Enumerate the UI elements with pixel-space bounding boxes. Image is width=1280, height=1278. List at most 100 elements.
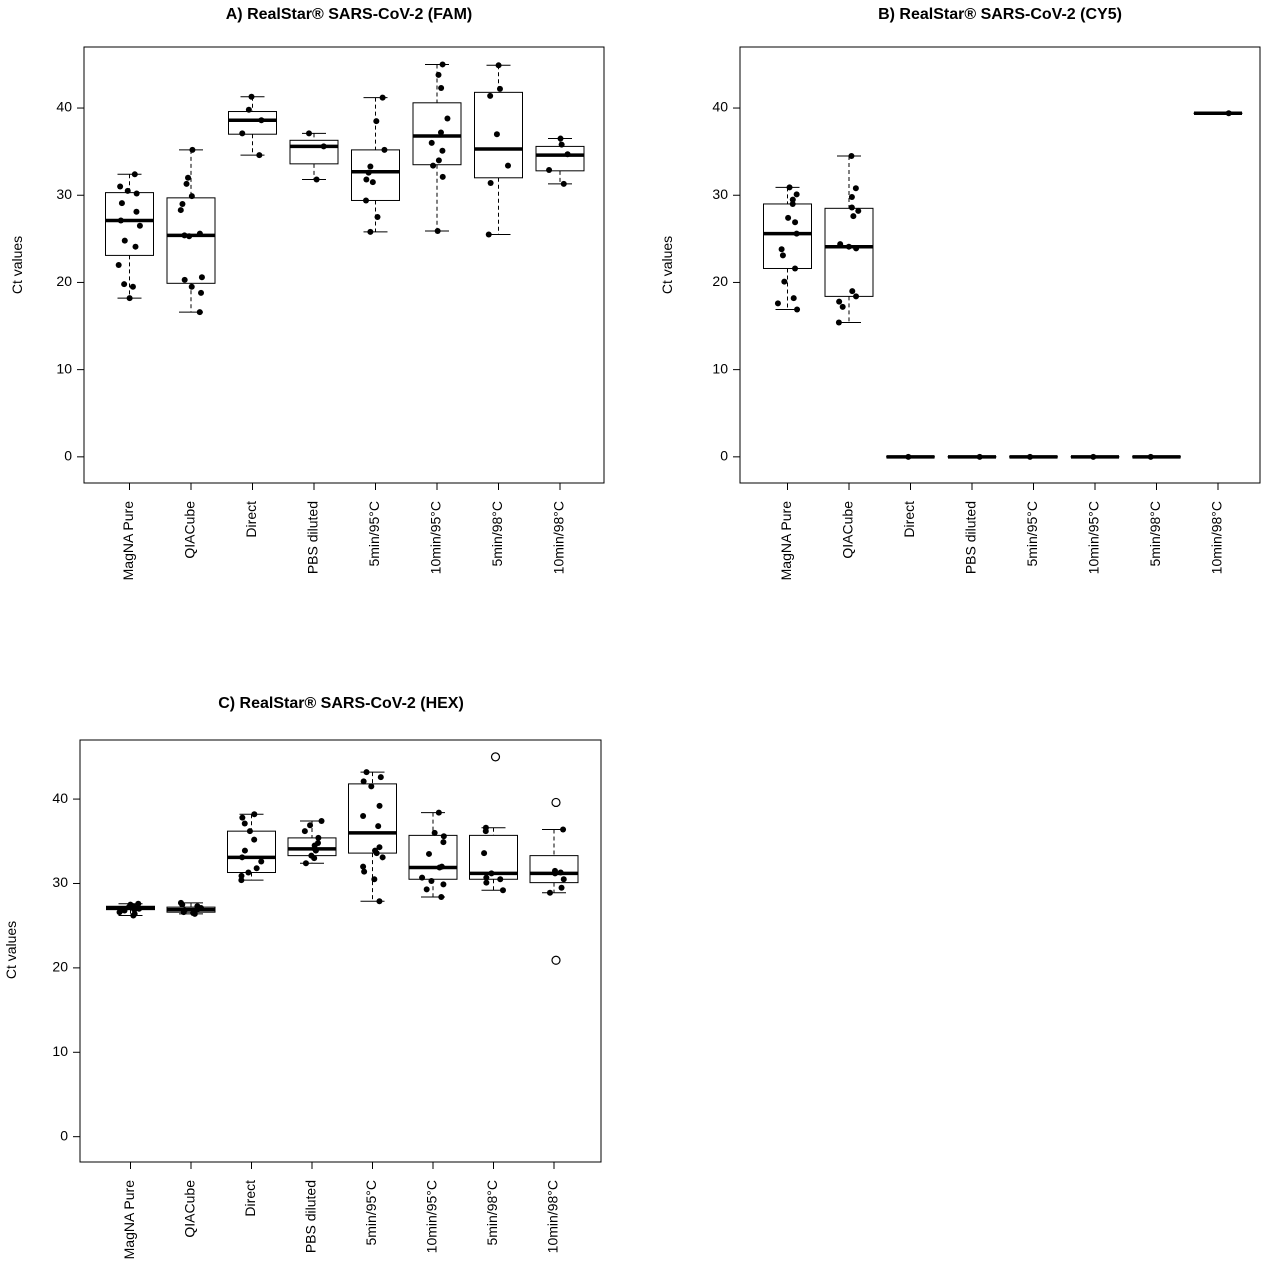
panel-title: B) RealStar® SARS-CoV-2 (CY5)	[878, 6, 1122, 23]
data-point	[564, 151, 571, 158]
data-point	[376, 802, 383, 809]
x-tick-label: Direct	[243, 501, 259, 538]
data-point	[185, 174, 192, 181]
box	[1132, 453, 1181, 460]
data-point	[131, 171, 138, 178]
data-point	[560, 180, 567, 187]
data-point	[373, 118, 380, 125]
data-point	[189, 146, 196, 153]
data-point	[369, 179, 376, 186]
data-point	[133, 208, 140, 215]
outlier-point	[551, 797, 561, 808]
data-point	[848, 153, 855, 159]
data-point	[117, 183, 124, 190]
data-point	[258, 858, 265, 865]
x-tick-label: 10min/95°C	[428, 501, 444, 574]
y-tick-label: 0	[60, 1127, 68, 1143]
box-rect	[535, 145, 585, 172]
data-point	[307, 822, 314, 829]
data-point	[558, 884, 565, 891]
data-point	[374, 214, 381, 221]
data-point	[485, 231, 492, 238]
data-point	[238, 877, 245, 884]
data-point	[976, 453, 983, 460]
box	[1193, 110, 1243, 117]
x-tick-label: 5min/95°C	[1024, 501, 1040, 567]
data-point	[196, 309, 203, 316]
data-point	[437, 129, 444, 136]
data-point	[117, 217, 124, 224]
data-point	[792, 265, 799, 272]
x-tick-label: PBS diluted	[305, 501, 321, 574]
x-tick-label: QIACube	[840, 501, 856, 559]
data-point	[560, 876, 567, 883]
y-tick-label: 30	[712, 186, 728, 202]
x-tick-label: PBS diluted	[963, 501, 979, 574]
data-point	[360, 863, 367, 870]
x-tick-label: 5min/98°C	[484, 1180, 500, 1246]
boxes	[106, 752, 579, 965]
outlier-point	[490, 752, 501, 762]
data-point	[430, 162, 437, 169]
y-tick-label: 10	[712, 360, 728, 376]
y-tick-label: 0	[64, 448, 72, 464]
y-tick-label: 10	[52, 1043, 68, 1059]
data-point	[251, 811, 258, 818]
data-point	[1026, 453, 1033, 460]
data-point	[135, 900, 142, 907]
data-point	[367, 163, 374, 170]
x-tick-label: PBS diluted	[303, 1180, 319, 1253]
x-tick-label: Direct	[901, 501, 917, 538]
data-point	[790, 295, 797, 302]
box	[408, 809, 458, 900]
box	[106, 900, 155, 919]
plot-frame	[739, 46, 1261, 484]
data-point	[368, 783, 375, 790]
data-point	[124, 187, 131, 194]
box	[947, 453, 997, 460]
box	[351, 94, 400, 235]
data-point	[121, 281, 128, 288]
data-point	[360, 812, 367, 819]
data-point	[497, 876, 504, 883]
data-point	[434, 227, 441, 234]
data-point	[188, 283, 195, 290]
x-tick-label: 5min/95°C	[366, 501, 382, 567]
box-rect	[408, 834, 458, 880]
data-point	[789, 200, 796, 207]
box	[412, 61, 462, 234]
data-point	[363, 176, 370, 183]
y-tick-label: 0	[720, 448, 728, 464]
box	[1070, 453, 1120, 460]
data-point	[779, 252, 786, 259]
plot-frame	[83, 46, 605, 484]
y-tick-label: 10	[56, 360, 72, 376]
plot-frame	[79, 739, 602, 1163]
data-point	[781, 278, 788, 285]
data-point	[789, 196, 796, 203]
data-point	[793, 191, 800, 198]
x-tick-label: MagNA Pure	[121, 1180, 137, 1260]
data-point	[302, 860, 309, 867]
box-rect	[105, 192, 154, 256]
data-point	[133, 190, 140, 197]
data-point	[839, 303, 846, 310]
box	[886, 453, 935, 460]
box	[166, 899, 216, 917]
data-point	[438, 84, 445, 91]
data-point	[546, 889, 553, 896]
data-point	[379, 854, 386, 861]
data-point	[376, 844, 383, 851]
data-point	[778, 246, 785, 253]
data-point	[905, 453, 912, 460]
data-point	[239, 814, 246, 821]
x-tick-label: 10min/95°C	[424, 1180, 440, 1253]
data-point	[439, 61, 446, 68]
data-point	[121, 907, 128, 914]
data-point	[487, 92, 494, 99]
data-point	[181, 232, 188, 239]
data-point	[440, 839, 447, 846]
data-point	[1225, 110, 1232, 117]
data-point	[1147, 453, 1154, 460]
